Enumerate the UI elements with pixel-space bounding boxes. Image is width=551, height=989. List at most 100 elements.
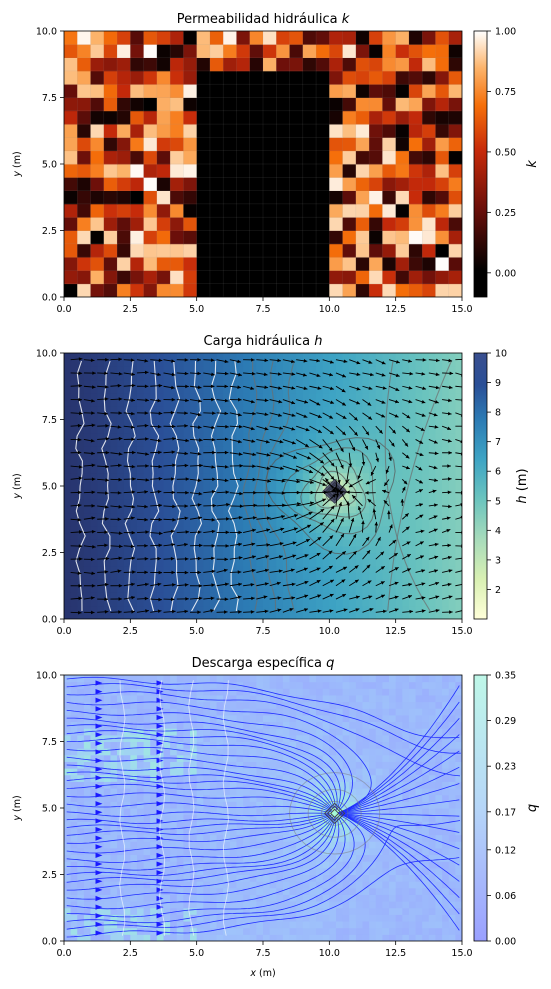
discharge-cell — [77, 921, 85, 929]
heatmap-cell — [236, 137, 251, 152]
flow-arrowhead — [252, 528, 256, 533]
head-cell — [289, 406, 297, 414]
head-cell — [382, 406, 390, 414]
discharge-cell — [156, 914, 164, 922]
head-cell — [342, 572, 350, 580]
discharge-cell — [110, 907, 118, 915]
flow-arrowhead — [281, 514, 285, 519]
head-cell — [150, 466, 158, 474]
head-cell — [369, 426, 377, 434]
head-cell — [256, 545, 264, 553]
head-cell — [110, 612, 118, 619]
heatmap-cell — [302, 110, 317, 125]
head-cell — [289, 459, 297, 467]
head-cell — [408, 492, 417, 500]
head-cell — [408, 525, 417, 534]
flow-arrowhead — [90, 596, 95, 600]
head-cell — [329, 599, 337, 607]
head-cell — [428, 532, 436, 540]
discharge-cell — [342, 927, 350, 935]
head-cell — [302, 519, 310, 527]
head-cell — [163, 392, 171, 401]
head-cell — [83, 472, 92, 480]
head-cell — [322, 372, 330, 381]
flow-arrowhead — [448, 595, 453, 599]
discharge-cell — [296, 894, 304, 902]
discharge-cell — [130, 927, 138, 935]
flow-arrowhead — [403, 480, 408, 485]
head-cell — [335, 446, 344, 454]
heatmap-cell — [435, 97, 450, 112]
head-cell — [415, 519, 423, 527]
heatmap-cell — [316, 97, 330, 112]
flow-arrow — [455, 439, 462, 443]
head-cell — [150, 353, 158, 361]
head-cell — [223, 486, 231, 494]
head-cell — [442, 486, 450, 494]
head-cell — [422, 426, 430, 434]
head-cell — [196, 579, 204, 587]
head-cell — [435, 432, 443, 440]
head-cell — [190, 539, 198, 547]
head-cell — [342, 612, 350, 619]
discharge-cell — [236, 881, 244, 889]
flow-arrowhead — [291, 386, 296, 390]
heatmap-cell — [276, 270, 290, 285]
head-cell — [448, 499, 456, 507]
head-cell — [103, 399, 111, 407]
discharge-cell — [130, 921, 138, 929]
flow-arrowhead — [276, 581, 281, 586]
head-cell — [296, 579, 304, 587]
head-cell — [382, 353, 390, 361]
head-cell — [408, 406, 417, 414]
head-cell — [117, 539, 125, 547]
discharge-cell — [375, 934, 383, 941]
head-cell — [282, 512, 291, 520]
head-cell — [183, 406, 191, 414]
discharge-cell — [282, 927, 291, 935]
heatmap-cell — [236, 84, 251, 98]
head-cell — [309, 599, 317, 607]
heatmap-cell — [422, 84, 436, 98]
head-cell — [355, 452, 363, 460]
head-cell — [389, 599, 397, 607]
head-cell — [156, 466, 164, 474]
head-cell — [110, 499, 118, 507]
head-cell — [448, 579, 456, 587]
heatmap-cell — [64, 230, 78, 245]
flow-arrowhead — [158, 543, 163, 548]
discharge-cell — [316, 874, 324, 882]
head-cell — [428, 406, 436, 414]
flow-arrowhead — [393, 553, 398, 557]
head-cell — [369, 565, 377, 573]
head-cell — [342, 452, 350, 460]
head-cell — [375, 419, 383, 427]
discharge-cell — [103, 934, 111, 941]
head-cell — [196, 559, 204, 567]
head-cell — [196, 512, 204, 520]
discharge-cell — [362, 887, 370, 895]
head-cell — [309, 545, 317, 553]
discharge-cell — [150, 894, 158, 902]
head-cell — [302, 446, 310, 454]
heatmap-cell — [64, 57, 78, 72]
discharge-cell — [428, 901, 436, 909]
head-cell — [249, 605, 257, 613]
head-cell — [342, 359, 350, 367]
discharge-cell — [110, 894, 118, 902]
head-cell — [375, 432, 383, 440]
flow-arrowhead — [170, 410, 175, 415]
heatmap-cell — [395, 190, 410, 205]
discharge-cell — [203, 921, 211, 929]
head-cell — [64, 479, 72, 487]
discharge-cell — [402, 881, 410, 889]
head-cell — [64, 419, 72, 427]
discharge-cell — [335, 881, 344, 889]
discharge-cell — [183, 907, 191, 915]
flow-arrowhead — [405, 454, 410, 459]
flow-arrowhead — [171, 490, 176, 495]
discharge-cell — [176, 934, 184, 941]
discharge-cell — [375, 921, 383, 929]
heatmap-cell — [209, 137, 224, 152]
head-cell — [223, 432, 231, 440]
